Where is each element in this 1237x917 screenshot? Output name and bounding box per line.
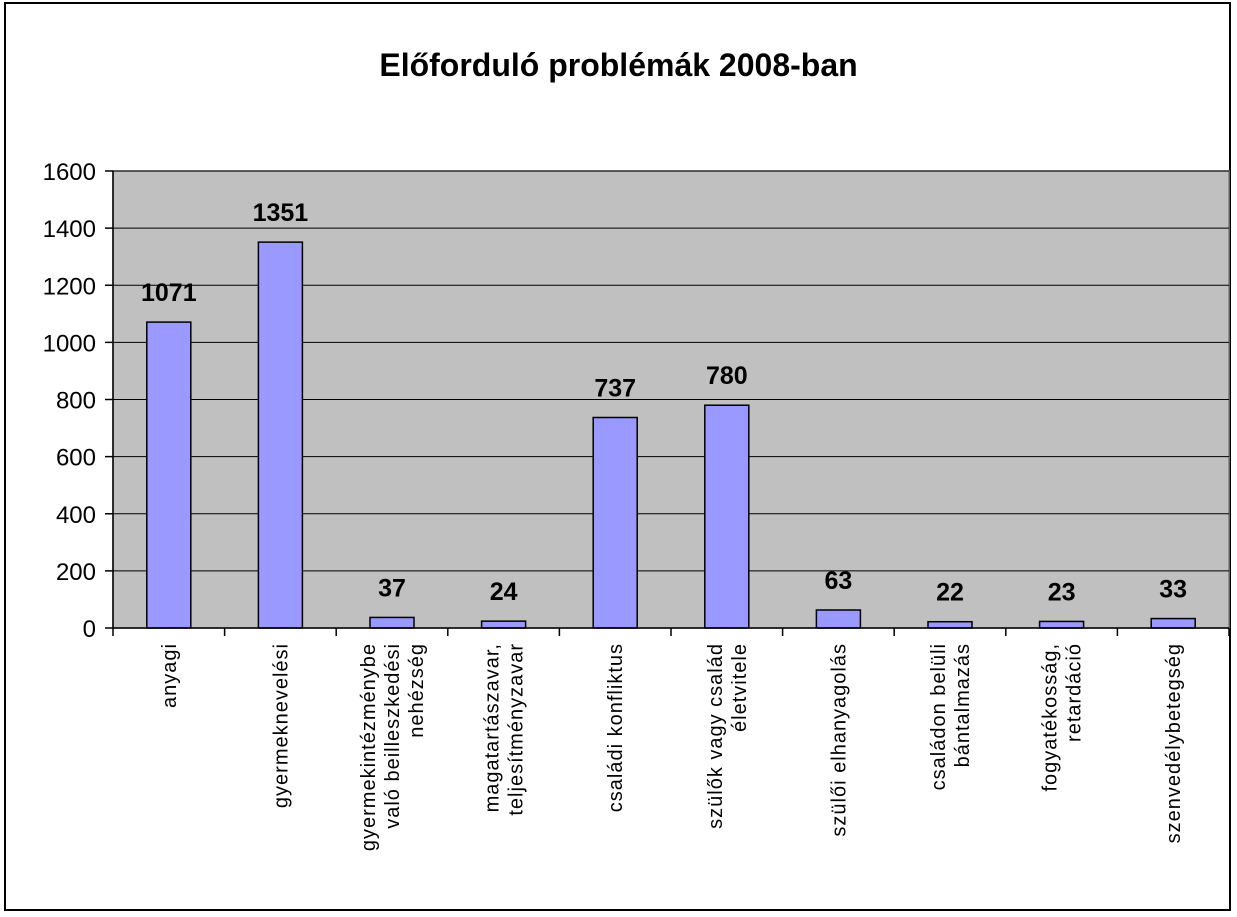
- x-tick-label-line: magatartászavar,: [482, 643, 504, 812]
- x-tick-label-line: retardáció: [1064, 643, 1086, 742]
- bars: [146, 241, 1196, 629]
- y-tick-label: 800: [56, 388, 96, 415]
- x-tick-label-line: szenvedélybetegség: [1163, 643, 1185, 843]
- x-tick-label: szülői elhanyagolás: [828, 643, 850, 837]
- x-tick-label: szenvedélybetegség: [1163, 643, 1185, 843]
- x-tick-label-line: való beilleszkedési: [382, 643, 404, 829]
- data-label: 23: [1048, 578, 1076, 606]
- x-tick-label-line: szülői elhanyagolás: [828, 643, 850, 837]
- x-tick-label: magatartászavar, teljesítményzavar: [482, 643, 528, 816]
- y-tick-label: 1400: [43, 216, 96, 243]
- y-tick-label: 1000: [43, 330, 96, 357]
- x-tick-label-line: gyermeknevelési: [270, 643, 292, 808]
- x-tick-label-line: családi konfliktus: [605, 643, 627, 812]
- bar: [369, 616, 415, 629]
- bar: [704, 404, 750, 629]
- bar: [1038, 620, 1085, 629]
- data-labels: 1071 1351 37 24 737 780 63 22 23 33: [141, 199, 1187, 607]
- y-tick-label: 0: [83, 616, 96, 643]
- x-axis: anyagi gyermeknevelési gyermekintézménybe v…: [112, 627, 1230, 851]
- chart-title: Előforduló problémák 2008-ban: [379, 47, 858, 83]
- bar: [927, 620, 973, 629]
- y-tick-label: 200: [56, 559, 96, 586]
- data-label: 737: [594, 374, 636, 402]
- data-label: 37: [378, 574, 406, 602]
- x-tick-label: fogyatékosság, retardáció: [1040, 643, 1086, 792]
- x-tick-label-line: nehézség: [406, 643, 428, 738]
- data-label: 63: [824, 567, 852, 595]
- data-label: 780: [706, 362, 748, 390]
- y-tick-label: 1200: [43, 273, 96, 300]
- bar: [592, 416, 638, 629]
- x-tick-label-line: életvitele: [729, 643, 751, 732]
- y-tick-label: 1600: [43, 159, 96, 186]
- bar: [146, 321, 192, 629]
- data-label: 33: [1159, 576, 1187, 604]
- y-axis: 0 200 400 600 800 1000 1200 1400 1600: [43, 159, 114, 643]
- data-label: 1071: [141, 279, 197, 307]
- x-tick-label-line: családon belüli: [928, 643, 950, 790]
- x-tick-label: anyagi: [159, 643, 181, 708]
- x-tick-label-line: bántalmazás: [952, 643, 974, 767]
- x-tick-label: szülők vagy család életvitele: [705, 643, 751, 829]
- data-label: 24: [490, 578, 518, 606]
- data-label: 1351: [253, 199, 309, 227]
- x-tick-label-line: anyagi: [159, 643, 181, 708]
- x-tick-label-line: fogyatékosság,: [1040, 643, 1062, 792]
- y-tick-label: 600: [56, 445, 96, 472]
- y-tick-label: 400: [56, 502, 96, 529]
- x-tick-label: gyermeknevelési: [270, 643, 292, 808]
- x-tick-label: családi konfliktus: [605, 643, 627, 812]
- x-tick-label: gyermekintézménybe való beilleszkedési neh…: [358, 643, 428, 851]
- bar: [257, 241, 304, 629]
- x-tick-label-line: teljesítményzavar: [506, 643, 528, 816]
- data-label: 22: [936, 579, 964, 607]
- bar: [815, 609, 862, 629]
- bar: [480, 620, 527, 629]
- x-tick-label-line: szülők vagy család: [705, 643, 727, 829]
- bar: [1150, 617, 1196, 629]
- x-tick-label-line: gyermekintézménybe: [358, 643, 380, 851]
- x-tick-label: családon belüli bántalmazás: [928, 643, 974, 790]
